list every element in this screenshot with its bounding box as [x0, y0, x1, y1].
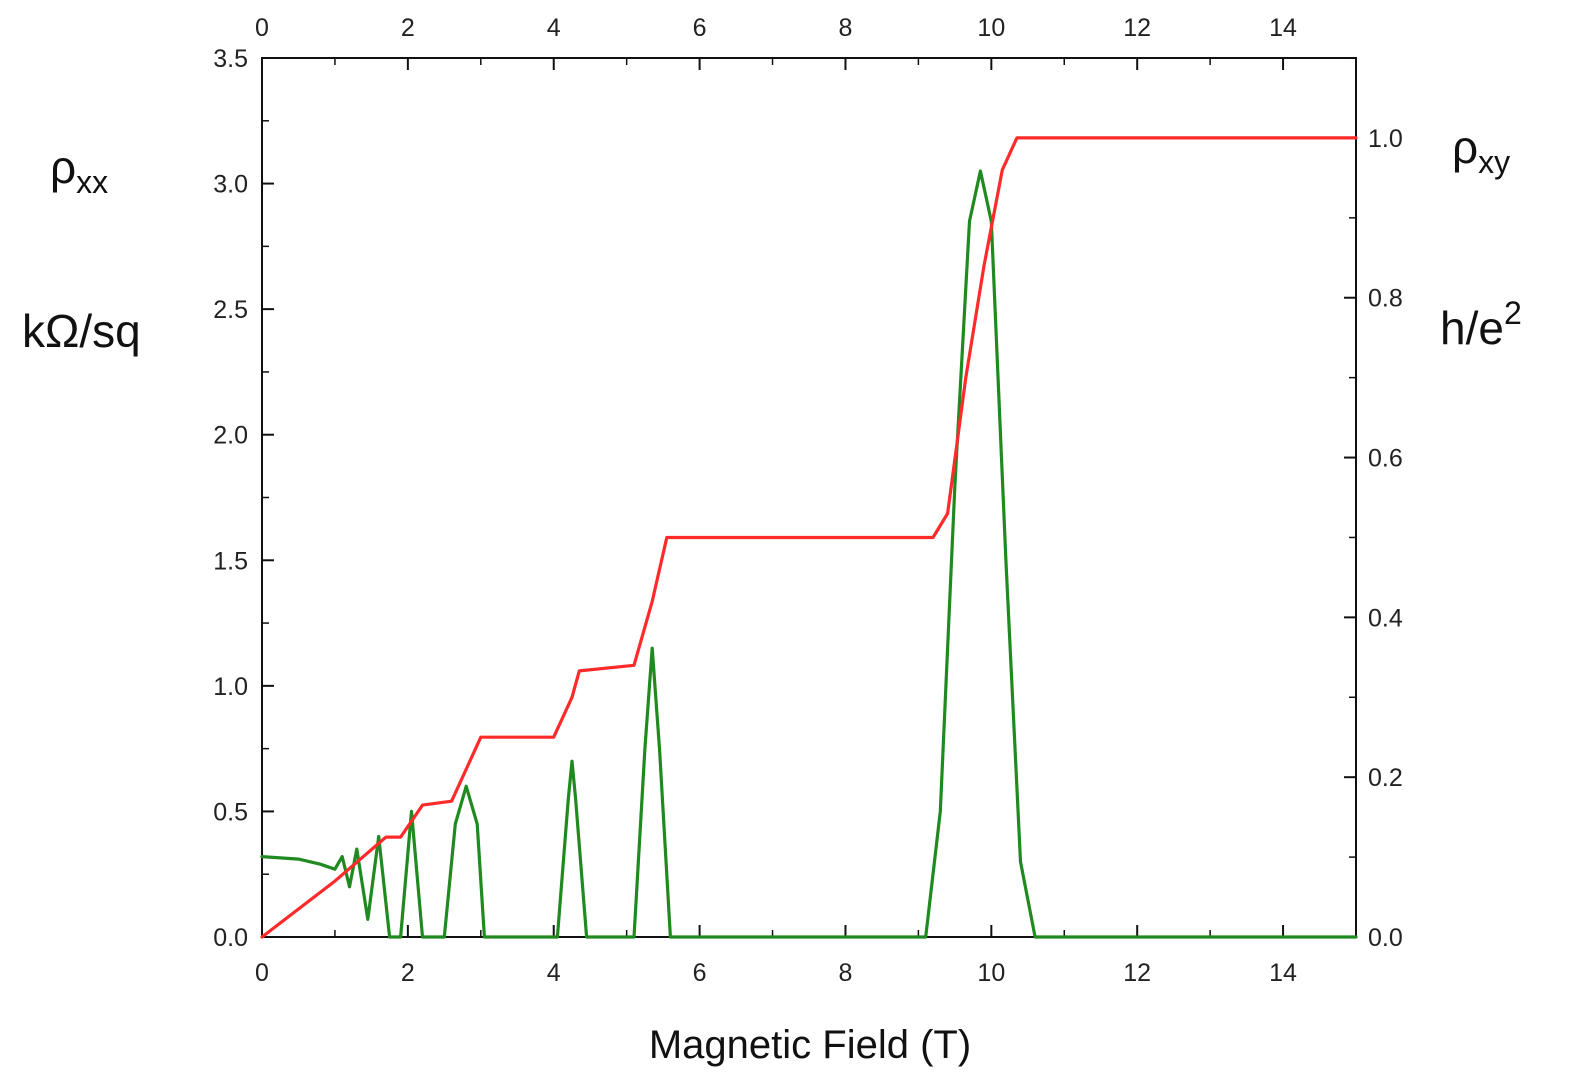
left-tick-label: 0.5 [213, 798, 248, 826]
x-tick-label: 10 [977, 959, 1005, 987]
x-top-tick-label: 2 [401, 14, 415, 42]
x-tick-label: 12 [1123, 959, 1151, 987]
right-tick-label: 0.2 [1368, 764, 1403, 792]
left-axis-label-rho: ρxx [50, 141, 108, 200]
x-top-tick-label: 6 [693, 14, 707, 42]
right-tick-label: 0.8 [1368, 285, 1403, 313]
axis-tick-labels: 0 0 2 2 4 4 6 6 8 8 10 10 12 12 14 14 0.0 0.5 1.0 1.5 2.0 2.5… [213, 14, 1403, 987]
x-top-tick-label: 14 [1269, 14, 1297, 42]
left-tick-label: 2.5 [213, 296, 248, 324]
right-axis-unit: h/e2 [1440, 295, 1522, 354]
x-tick-label: 6 [693, 959, 707, 987]
x-top-tick-label: 0 [255, 14, 269, 42]
series-rho-xx-line [260, 169, 1358, 939]
right-tick-label: 0.4 [1368, 604, 1403, 632]
series-rho-xy-line [260, 136, 1358, 939]
x-tick-label: 14 [1269, 959, 1297, 987]
x-top-tick-label: 8 [839, 14, 853, 42]
x-tick-label: 4 [547, 959, 561, 987]
x-tick-label: 8 [839, 959, 853, 987]
left-tick-label: 0.0 [213, 924, 248, 952]
right-tick-label: 1.0 [1368, 125, 1403, 153]
x-top-tick-label: 4 [547, 14, 561, 42]
left-axis-unit: kΩ/sq [22, 305, 141, 357]
left-tick-label: 3.0 [213, 171, 248, 199]
x-tick-label: 2 [401, 959, 415, 987]
right-axis-label-rho: ρxy [1452, 121, 1510, 180]
right-tick-label: 0.0 [1368, 924, 1403, 952]
series-layer [260, 136, 1358, 939]
x-tick-label: 0 [255, 959, 269, 987]
x-top-tick-label: 10 [977, 14, 1005, 42]
left-tick-label: 1.0 [213, 673, 248, 701]
left-tick-label: 1.5 [213, 547, 248, 575]
x-axis-label: Magnetic Field (T) [649, 1023, 971, 1067]
left-tick-label: 2.0 [213, 422, 248, 450]
x-top-tick-label: 12 [1123, 14, 1151, 42]
left-tick-label: 3.5 [213, 45, 248, 73]
right-tick-label: 0.6 [1368, 445, 1403, 473]
